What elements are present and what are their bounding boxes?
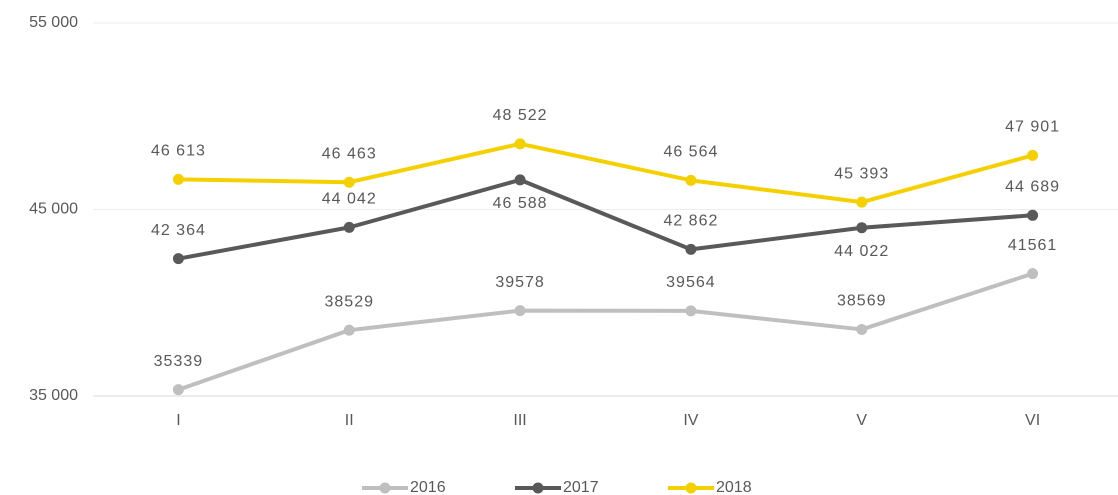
data-point [514,174,526,186]
series-line [178,141,1034,205]
data-point [172,253,184,265]
data-label: 44 689 [1005,179,1060,196]
data-point [343,176,355,188]
data-point [685,174,697,186]
data-label: 39578 [495,274,545,291]
data-label: 38569 [837,293,887,310]
data-label: 46 613 [151,143,206,160]
legend-label: 2018 [716,479,752,495]
data-label: 44 042 [322,191,377,208]
data-point [1027,268,1039,280]
data-label: 38529 [325,293,375,310]
x-tick-label: V [856,412,867,429]
y-tick-label: 55 000 [29,14,78,31]
legend-label: 2016 [410,479,446,495]
data-point [514,138,526,150]
data-point [343,324,355,336]
data-label: 35339 [154,353,204,370]
data-point [343,221,355,233]
data-point [856,196,868,208]
x-tick-label: I [176,412,180,429]
x-tick-label: VI [1025,412,1040,429]
legend-marker [379,482,391,494]
data-label: 39564 [666,274,716,291]
y-tick-label: 45 000 [29,201,78,218]
legend-marker [532,482,544,494]
data-point [1027,209,1039,221]
data-label: 45 393 [834,165,889,182]
data-label: 46 463 [322,145,377,162]
data-label: 42 364 [151,222,206,239]
series-line [178,177,1033,261]
data-label: 46 588 [493,195,548,212]
data-label: 48 522 [493,107,548,124]
x-tick-label: III [513,412,526,429]
data-point [685,243,697,255]
data-label: 47 901 [1005,119,1060,136]
legend-label: 2017 [563,479,599,495]
y-tick-label: 35 000 [29,387,78,404]
x-tick-label: IV [683,412,698,429]
data-point [172,384,184,396]
data-point [856,222,868,234]
data-point [514,305,526,317]
x-tick-label: II [345,412,354,429]
legend-marker [685,482,697,494]
series-line [177,271,1034,392]
data-point [856,323,868,335]
data-label: 46 564 [663,144,718,161]
data-point [172,173,184,185]
data-label: 42 862 [663,213,718,230]
data-label: 41561 [1008,237,1058,254]
data-label: 44 022 [834,243,889,260]
data-point [1027,149,1039,161]
data-point [685,305,697,317]
